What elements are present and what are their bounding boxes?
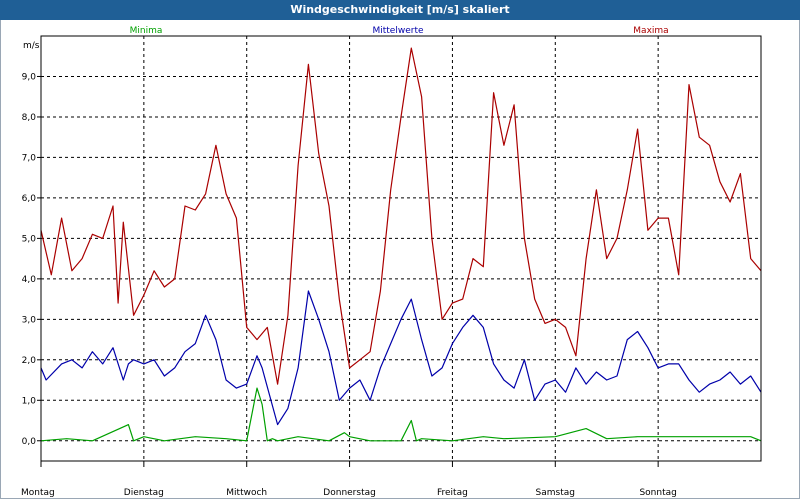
chart-svg: Minima Mittelwerte Maxima m/s 0,0 1,0 2,0 3,0… xyxy=(21,26,762,498)
x-axis: Montag25.06.18Dienstag26.06.18Mittwoch27… xyxy=(21,461,677,498)
plot-area xyxy=(40,35,762,462)
y-tick-label: 4,0 xyxy=(22,275,37,285)
x-tick-label-day: Donnerstag xyxy=(323,488,376,498)
y-tick-label: 5,0 xyxy=(22,234,37,244)
y-tick-label: 0,0 xyxy=(22,437,37,447)
y-tick-label: 3,0 xyxy=(22,315,37,325)
series-line-maxima xyxy=(40,47,762,385)
y-tick-label: 9,0 xyxy=(22,72,37,82)
x-tick-label-day: Mittwoch xyxy=(226,488,267,498)
x-tick-label-day: Sonntag xyxy=(639,488,676,498)
y-tick-label: 1,0 xyxy=(22,396,37,406)
series-line-mittelwerte xyxy=(40,290,762,426)
chart-frame: Minima Mittelwerte Maxima m/s 0,0 1,0 2,0 3,0… xyxy=(0,20,800,499)
series-group xyxy=(40,47,762,442)
x-tick-label-day: Samstag xyxy=(536,488,575,498)
y-tick-label: 8,0 xyxy=(22,113,37,123)
grid xyxy=(41,36,761,461)
chart-title: Windgeschwindigkeit [m/s] skaliert xyxy=(0,0,800,20)
y-axis: 0,0 1,0 2,0 3,0 4,0 5,0 6,0 7,0 8,0 9,0 xyxy=(22,72,41,447)
legend-entry-mittelwerte: Mittelwerte xyxy=(372,26,423,36)
legend: Minima Mittelwerte Maxima xyxy=(130,26,669,36)
series-line-minima xyxy=(40,387,762,442)
legend-entry-minima: Minima xyxy=(130,26,163,36)
x-tick-label-day: Montag xyxy=(21,488,55,498)
x-tick-label-day: Dienstag xyxy=(124,488,164,498)
y-tick-label: 6,0 xyxy=(22,194,37,204)
x-tick-label-day: Freitag xyxy=(437,488,468,498)
y-axis-label: m/s xyxy=(23,41,40,51)
legend-entry-maxima: Maxima xyxy=(633,26,668,36)
y-tick-label: 7,0 xyxy=(22,153,37,163)
y-tick-label: 2,0 xyxy=(22,356,37,366)
